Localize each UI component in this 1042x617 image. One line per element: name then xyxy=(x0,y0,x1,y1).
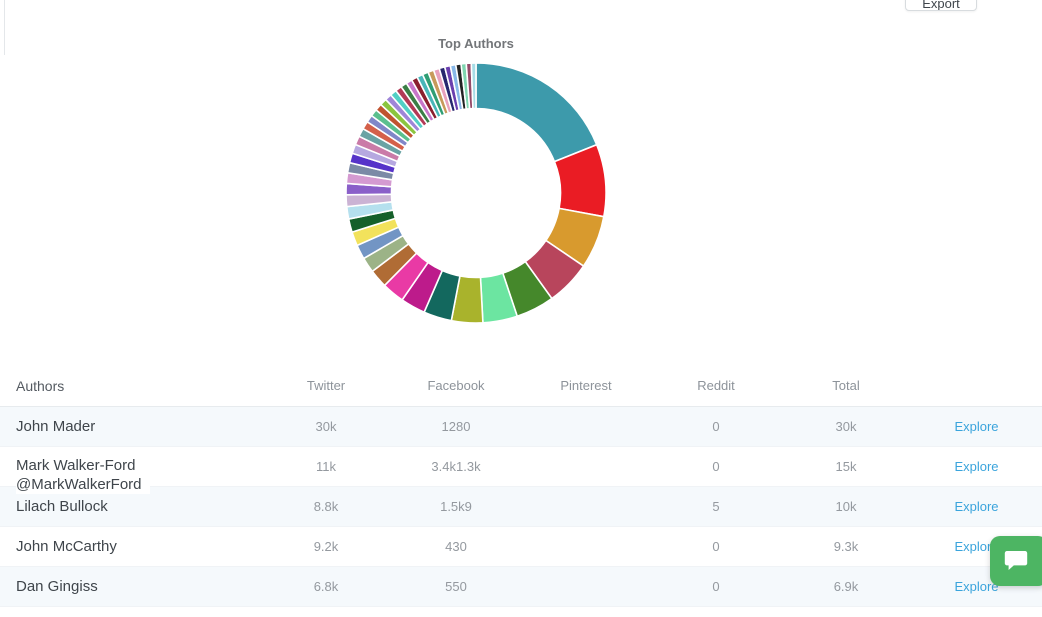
explore-link[interactable]: Explore xyxy=(954,458,999,474)
header-facebook: Facebook xyxy=(427,378,485,394)
author-name: Mark Walker-Ford @MarkWalkerFord xyxy=(0,446,261,494)
facebook-value: 1.5k9 xyxy=(440,498,472,514)
total-value: 15k xyxy=(835,458,857,474)
twitter-value: 11k xyxy=(316,458,336,474)
reddit-value: 0 xyxy=(712,418,720,434)
table-row: John McCarthy 9.2k 430 0 9.3k Explore xyxy=(0,526,1042,566)
explore-link[interactable]: Explore xyxy=(954,498,999,514)
twitter-value: 9.2k xyxy=(313,538,339,554)
table-row: John Mader 30k 1280 0 30k Explore xyxy=(0,406,1042,446)
chart-title: Top Authors xyxy=(438,36,514,51)
total-value: 9.3k xyxy=(833,538,859,554)
total-value: 10k xyxy=(835,498,857,514)
header-authors: Authors xyxy=(16,377,65,394)
author-handle: @MarkWalkerFord xyxy=(16,475,150,494)
reddit-value: 0 xyxy=(712,458,720,474)
twitter-value: 6.8k xyxy=(313,578,339,594)
twitter-value: 30k xyxy=(315,418,337,434)
panel-edge-divider xyxy=(4,0,5,55)
author-name: Lilach Bullock xyxy=(16,497,108,515)
author-name: Dan Gingiss xyxy=(16,577,98,595)
table-header-row: Authors Twitter Facebook Pinterest Reddi… xyxy=(0,366,1042,406)
pinterest-value xyxy=(521,446,651,486)
total-value: 6.9k xyxy=(833,578,859,594)
reddit-value: 5 xyxy=(712,498,720,514)
author-name: John McCarthy xyxy=(16,537,117,555)
table-row: Dan Gingiss 6.8k 550 0 6.9k Explore xyxy=(0,566,1042,606)
pinterest-value xyxy=(521,526,651,566)
chat-widget-button[interactable] xyxy=(990,536,1042,586)
pinterest-value xyxy=(521,406,651,446)
twitter-value: 8.8k xyxy=(313,498,339,514)
explore-link[interactable]: Explore xyxy=(954,418,999,434)
pinterest-value xyxy=(521,486,651,526)
facebook-value: 550 xyxy=(445,578,467,594)
export-button[interactable]: Export xyxy=(905,0,977,11)
pinterest-value xyxy=(521,566,651,606)
header-twitter: Twitter xyxy=(306,378,346,394)
table-row: Lilach Bullock 8.8k 1.5k9 5 10k Explore xyxy=(0,486,1042,526)
reddit-value: 0 xyxy=(712,578,720,594)
explore-link[interactable]: Explore xyxy=(954,578,999,594)
explore-link[interactable]: Explore xyxy=(954,538,999,554)
facebook-value: 430 xyxy=(445,538,467,554)
total-value: 30k xyxy=(835,418,857,434)
donut-segment[interactable] xyxy=(470,62,477,110)
facebook-value: 1280 xyxy=(441,418,471,434)
author-display-name: Mark Walker-Ford xyxy=(16,457,136,474)
donut-segment-john-mader[interactable] xyxy=(475,62,598,163)
header-total: Total xyxy=(832,378,860,394)
authors-table: Authors Twitter Facebook Pinterest Reddi… xyxy=(0,366,1042,607)
table-row: Mark Walker-Ford @MarkWalkerFord 11k 3.4… xyxy=(0,446,1042,494)
header-pinterest: Pinterest xyxy=(560,378,612,394)
chat-bubble-icon xyxy=(1004,551,1028,570)
author-name: John Mader xyxy=(16,417,96,435)
facebook-value: 3.4k1.3k xyxy=(431,458,481,474)
header-reddit: Reddit xyxy=(697,378,735,394)
reddit-value: 0 xyxy=(712,538,720,554)
header-explore xyxy=(911,366,1042,406)
top-authors-donut-chart[interactable] xyxy=(345,62,607,324)
